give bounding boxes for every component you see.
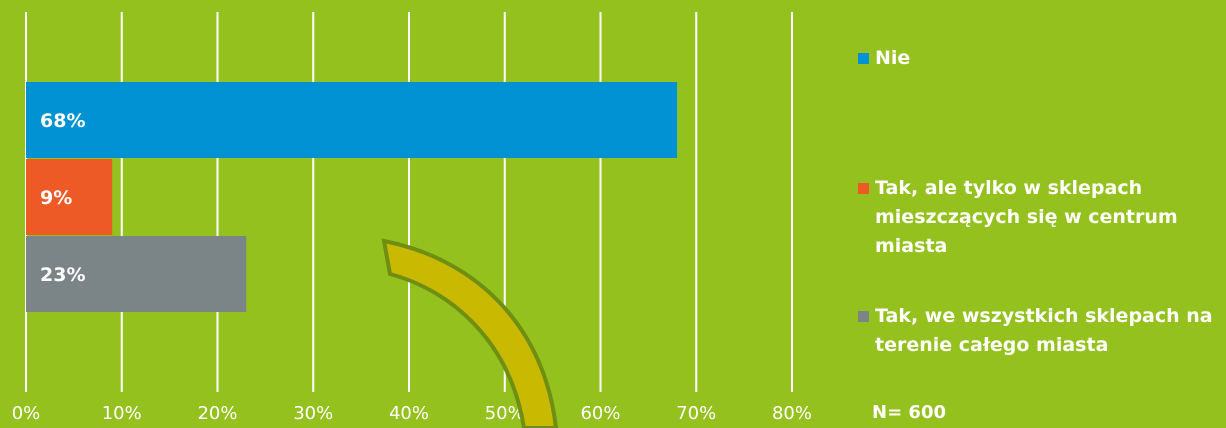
- bars: [26, 82, 678, 312]
- data-labels: 68% 9% 23%: [40, 110, 85, 286]
- x-axis-tick-labels: 0% 10% 20% 30% 40% 50% 60% 70% 80%: [12, 403, 812, 424]
- x-tick-label: 50%: [485, 403, 525, 424]
- legend-swatch-tak-centrum: [858, 183, 869, 194]
- legend-swatch-nie: [858, 53, 869, 64]
- legend-label: Tak, we wszystkich sklepach na terenie c…: [875, 305, 1213, 356]
- x-tick-label: 60%: [580, 403, 620, 424]
- x-tick-label: 10%: [102, 403, 142, 424]
- legend-swatch-tak-wszystkie: [858, 311, 869, 322]
- gridlines: [25, 12, 793, 392]
- bar: [26, 159, 113, 235]
- x-tick-label: 20%: [197, 403, 237, 424]
- bar-value-label: 23%: [40, 264, 85, 286]
- bar: [26, 236, 247, 312]
- legend-item-tak-wszystkie: Tak, we wszystkich sklepach na terenie c…: [858, 302, 1220, 360]
- legend-item-tak-centrum: Tak, ale tylko w sklepach mieszczących s…: [858, 174, 1220, 261]
- bar: [26, 82, 678, 158]
- sample-size-label: N= 600: [872, 402, 946, 423]
- bar-value-label: 68%: [40, 110, 85, 132]
- legend-label: Tak, ale tylko w sklepach mieszczących s…: [875, 177, 1178, 257]
- x-tick-label: 80%: [772, 403, 812, 424]
- curved-arrow-icon: [381, 238, 559, 428]
- x-tick-label: 0%: [12, 403, 41, 424]
- x-tick-label: 30%: [293, 403, 333, 424]
- x-tick-label: 40%: [389, 403, 429, 424]
- bar-value-label: 9%: [40, 187, 72, 209]
- legend-label: Nie: [875, 47, 911, 69]
- x-tick-label: 70%: [676, 403, 716, 424]
- legend-item-nie: Nie: [858, 44, 1220, 73]
